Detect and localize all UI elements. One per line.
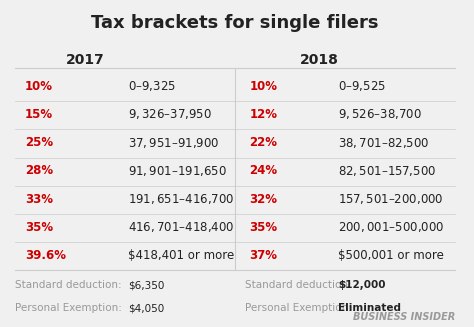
Text: $38,701–$82,500: $38,701–$82,500: [338, 136, 429, 149]
Text: $4,050: $4,050: [128, 303, 164, 314]
Text: 32%: 32%: [249, 193, 277, 205]
Text: 28%: 28%: [25, 164, 53, 177]
Text: 33%: 33%: [25, 193, 53, 205]
Text: $416,701–$418,400: $416,701–$418,400: [128, 220, 234, 234]
Text: Personal Exemption:: Personal Exemption:: [245, 303, 351, 314]
Text: 10%: 10%: [25, 80, 53, 93]
Text: 12%: 12%: [249, 108, 277, 121]
Text: $200,001–$500,000: $200,001–$500,000: [338, 220, 445, 234]
Text: 37%: 37%: [249, 249, 277, 262]
Text: 25%: 25%: [25, 136, 53, 149]
Text: $418,401 or more: $418,401 or more: [128, 249, 234, 262]
Text: $91,901–$191,650: $91,901–$191,650: [128, 164, 227, 178]
Text: $0–$9,325: $0–$9,325: [128, 79, 175, 93]
Text: Standard deduction:: Standard deduction:: [16, 280, 122, 290]
Text: $6,350: $6,350: [128, 280, 164, 290]
Text: Tax brackets for single filers: Tax brackets for single filers: [91, 14, 379, 32]
Text: 35%: 35%: [25, 221, 53, 234]
Text: $500,001 or more: $500,001 or more: [338, 249, 444, 262]
Text: 2018: 2018: [300, 53, 339, 67]
Text: BUSINESS INSIDER: BUSINESS INSIDER: [353, 312, 455, 322]
Text: $0–$9,525: $0–$9,525: [338, 79, 386, 93]
Text: Personal Exemption:: Personal Exemption:: [16, 303, 122, 314]
Text: 24%: 24%: [249, 164, 277, 177]
Text: Eliminated: Eliminated: [338, 303, 401, 314]
Text: 10%: 10%: [249, 80, 277, 93]
Text: $191,651–$416,700: $191,651–$416,700: [128, 192, 234, 206]
Text: 39.6%: 39.6%: [25, 249, 66, 262]
Text: 35%: 35%: [249, 221, 277, 234]
Text: $12,000: $12,000: [338, 280, 385, 290]
Text: $37,951–$91,900: $37,951–$91,900: [128, 136, 219, 149]
Text: $157,501–$200,000: $157,501–$200,000: [338, 192, 444, 206]
Text: 22%: 22%: [249, 136, 277, 149]
Text: $82,501–$157,500: $82,501–$157,500: [338, 164, 436, 178]
Text: Standard deduction:: Standard deduction:: [245, 280, 351, 290]
Text: $9,326–$37,950: $9,326–$37,950: [128, 107, 212, 121]
Text: $9,526–$38,700: $9,526–$38,700: [338, 107, 422, 121]
Text: 15%: 15%: [25, 108, 53, 121]
Text: 2017: 2017: [66, 53, 105, 67]
